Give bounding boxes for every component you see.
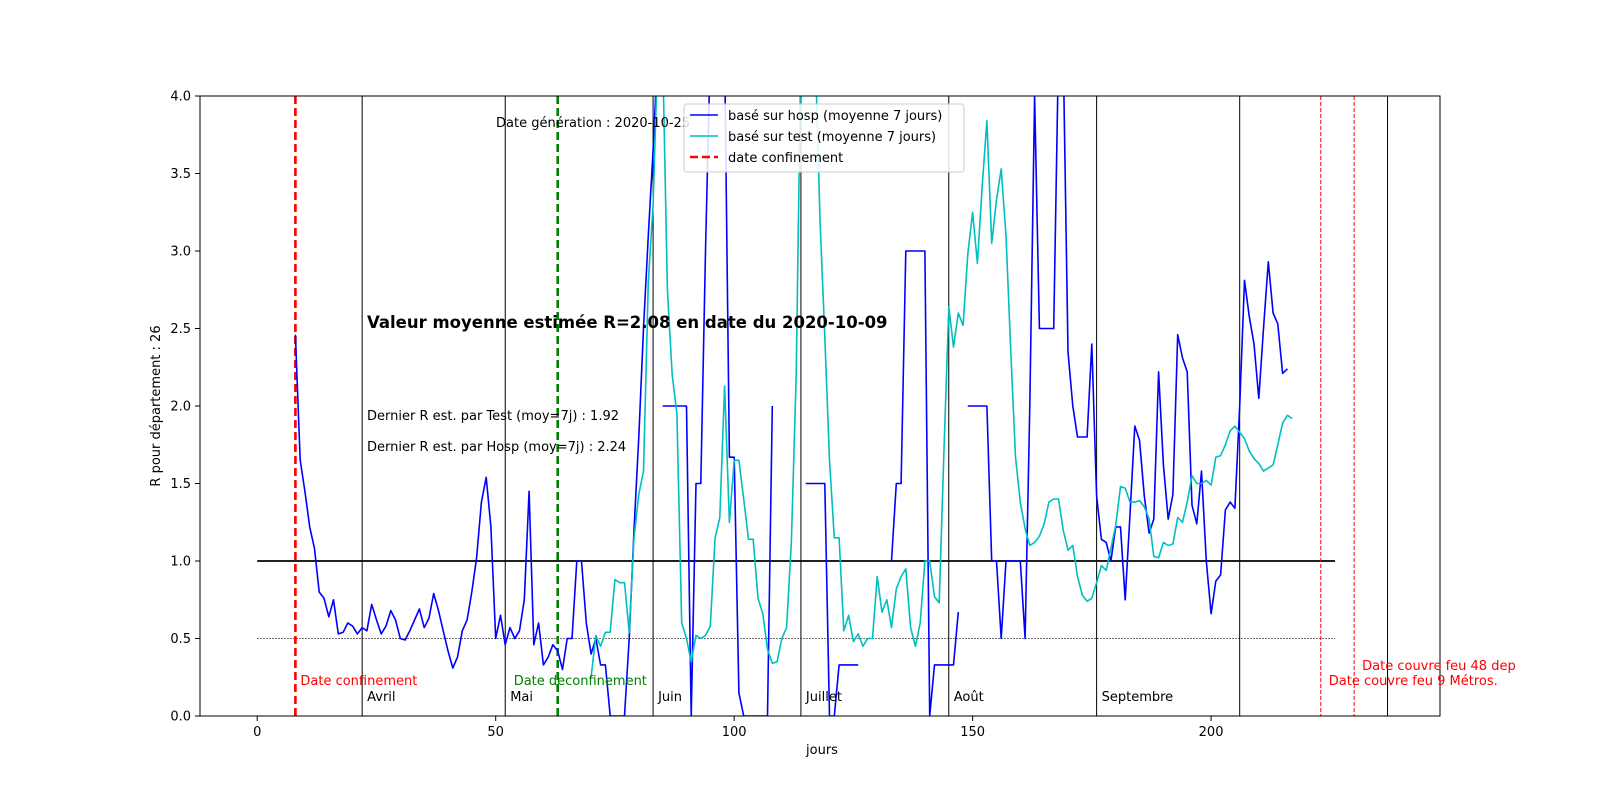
- labels-layer: Avril Mai Juin Juillet Août Septembre Date con…: [300, 659, 1515, 705]
- y-tick-label: 2.0: [170, 400, 191, 415]
- series-line: [724, 96, 774, 716]
- series-line: [890, 250, 960, 716]
- x-axis-label: jours: [805, 743, 838, 758]
- month-label: Août: [954, 690, 984, 705]
- series-line: [815, 96, 1293, 648]
- y-tick-label: 3.5: [170, 167, 191, 182]
- y-tick-label: 4.0: [170, 90, 191, 105]
- y-tick-label: 0.5: [170, 632, 191, 647]
- plot-frame: [199, 95, 1441, 717]
- y-tick-label: 2.5: [170, 322, 191, 337]
- event-label: Date couvre feu 48 dep: [1362, 659, 1516, 674]
- legend-label-confinement: date confinement: [728, 151, 843, 166]
- lines-layer: [257, 96, 1389, 716]
- legend: basé sur hosp (moyenne 7 jours) basé sur…: [683, 103, 965, 173]
- legend-box: [683, 103, 965, 173]
- series-line: [662, 96, 710, 716]
- series-line: [805, 482, 859, 716]
- series-line: [967, 96, 1059, 640]
- legend-label-test: basé sur test (moyenne 7 jours): [728, 130, 936, 145]
- x-tick-label: 150: [960, 725, 985, 740]
- last-r-hosp-text: Dernier R est. par Hosp (moy=7j) : 2.24: [367, 440, 626, 455]
- last-r-test-text: Dernier R est. par Test (moy=7j) : 1.92: [367, 409, 619, 424]
- month-label: Avril: [367, 690, 395, 705]
- series-layer: [294, 96, 1293, 716]
- y-tick-label: 1.0: [170, 555, 191, 570]
- legend-label-hosp: basé sur hosp (moyenne 7 jours): [728, 109, 942, 124]
- y-tick-label: 1.5: [170, 477, 191, 492]
- event-label: Date couvre feu 9 Métros.: [1329, 674, 1498, 689]
- month-label: Juin: [657, 690, 682, 705]
- month-label: Juillet: [805, 690, 842, 705]
- x-tick-label: 100: [722, 725, 747, 740]
- y-axis-label: R pour département : 26: [149, 325, 164, 486]
- summary-text: Valeur moyenne estimée R=2.08 en date du…: [367, 313, 888, 332]
- y-tick-label: 0.0: [170, 710, 191, 725]
- series-line: [294, 96, 657, 716]
- series-line: [1063, 96, 1288, 615]
- month-label: Septembre: [1102, 690, 1174, 705]
- x-tick-label: 0: [253, 725, 261, 740]
- event-label: Date confinement: [300, 674, 417, 689]
- event-label: Date deconfinement: [514, 674, 647, 689]
- generation-date-text: Date génération : 2020-10-25: [496, 116, 690, 131]
- x-tick-label: 200: [1199, 725, 1224, 740]
- month-label: Mai: [510, 690, 533, 705]
- y-tick-label: 3.0: [170, 245, 191, 260]
- series-line: [590, 96, 802, 678]
- x-tick-label: 50: [487, 725, 504, 740]
- ticks-layer: 0 50 100 150 200 0.0 0.5 1.0 1.5 2.0 2.5 3.0 3.5 4.0: [170, 90, 1223, 741]
